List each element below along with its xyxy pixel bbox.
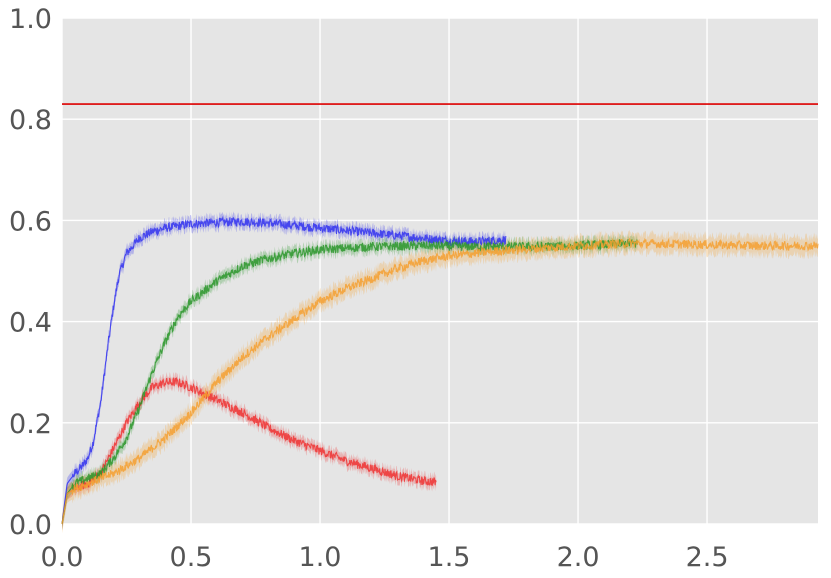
y-tick-labels: 0.0 0.2 0.4 0.6 0.8 1.0	[9, 4, 52, 541]
x-tick-label: 0.0	[41, 542, 84, 573]
y-tick-label: 0.2	[9, 409, 52, 440]
series-2-line	[61, 376, 437, 525]
x-tick-label: 1.5	[428, 542, 471, 573]
series-1-line	[61, 215, 507, 525]
x-tick-label: 0.5	[170, 542, 213, 573]
y-tick-label: 0.0	[9, 510, 52, 541]
series-3-line	[61, 238, 638, 525]
x-tick-label: 2.5	[686, 542, 729, 573]
y-tick-label: 0.4	[9, 308, 52, 339]
x-tick-label: 1.0	[299, 542, 342, 573]
y-tick-label: 0.8	[9, 105, 52, 136]
y-tick-label: 1.0	[9, 4, 52, 35]
x-tick-label: 2.0	[557, 542, 600, 573]
y-tick-label: 0.6	[9, 206, 52, 237]
x-tick-labels: 0.0 0.5 1.0 1.5 2.0 2.5	[41, 542, 729, 573]
series-lines	[61, 215, 819, 525]
series-4-line	[61, 237, 819, 525]
plot-background	[62, 18, 818, 524]
grid	[61, 17, 818, 525]
series-4-band	[62, 230, 818, 534]
